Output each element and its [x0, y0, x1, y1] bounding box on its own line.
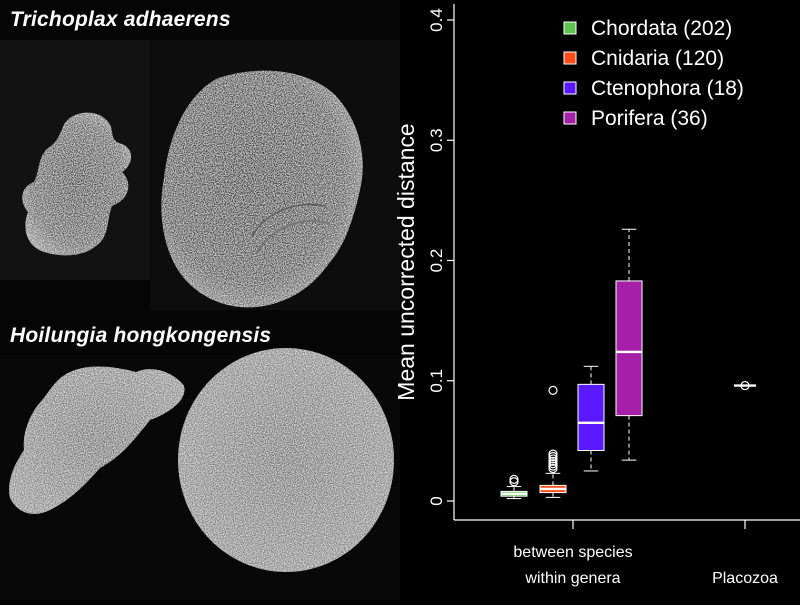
- legend-label: Cnidaria (120): [591, 47, 724, 70]
- trichoplax-specimen-small: [22, 112, 132, 256]
- outlier-point: [548, 449, 558, 459]
- specimen-fold: [255, 219, 331, 255]
- outlier-point: [548, 451, 558, 462]
- legend-swatch: [563, 21, 577, 35]
- outlier-point: [509, 474, 519, 484]
- plot-axes: 0 0.1 0.2 0.3 0.4 Mean uncorrected distance be…: [393, 4, 800, 587]
- outlier-point: [548, 461, 558, 471]
- outlier-point: [548, 459, 558, 469]
- legend-label: Chordata (202): [591, 17, 732, 40]
- outlier-point: [548, 463, 558, 474]
- legend-swatch: [563, 51, 577, 65]
- hoilungia-specimen-small: [9, 366, 185, 514]
- hoilungia-specimen-large: [178, 348, 394, 572]
- outlier-point: [509, 477, 519, 487]
- box-plot: 0 0.1 0.2 0.3 0.4 Mean uncorrected distance be…: [393, 4, 800, 587]
- specimen-micrographs: [0, 0, 400, 600]
- outlier-point: [740, 380, 750, 391]
- y-tick-label: 0.2: [427, 249, 446, 273]
- box-iqr: [577, 383, 605, 451]
- y-axis-label: Mean uncorrected distance: [393, 123, 419, 400]
- legend-swatch: [563, 81, 577, 95]
- x-tick-label: Placozoa: [712, 570, 778, 587]
- legend-swatch: [563, 111, 577, 125]
- x-tick-label: within genera: [524, 570, 620, 587]
- specimen-fold: [251, 203, 327, 237]
- legend-label: Porifera (36): [591, 107, 708, 130]
- y-tick-label: 0.3: [427, 128, 446, 152]
- specimen-photos: Trichoplax adhaerens Hoilungia hongkonge…: [0, 0, 400, 600]
- trichoplax-specimen-large: [161, 70, 363, 308]
- plot-boxes: [500, 228, 756, 500]
- outlier-point: [548, 456, 558, 466]
- y-tick-label: 0: [427, 496, 446, 505]
- species-label-top: Trichoplax adhaerens: [10, 8, 231, 31]
- x-tick-label: between species: [513, 544, 632, 561]
- species-label-bottom: Hoilungia hongkongensis: [10, 324, 272, 347]
- box-iqr: [615, 280, 643, 417]
- outlier-point: [548, 385, 558, 395]
- legend-label: Ctenophora (18): [591, 77, 744, 100]
- legend: Chordata (202) Cnidaria (120) Ctenophora (…: [563, 17, 744, 130]
- y-tick-label: 0.1: [427, 369, 446, 393]
- y-tick-label: 0.4: [427, 8, 446, 32]
- outlier-point: [548, 454, 558, 464]
